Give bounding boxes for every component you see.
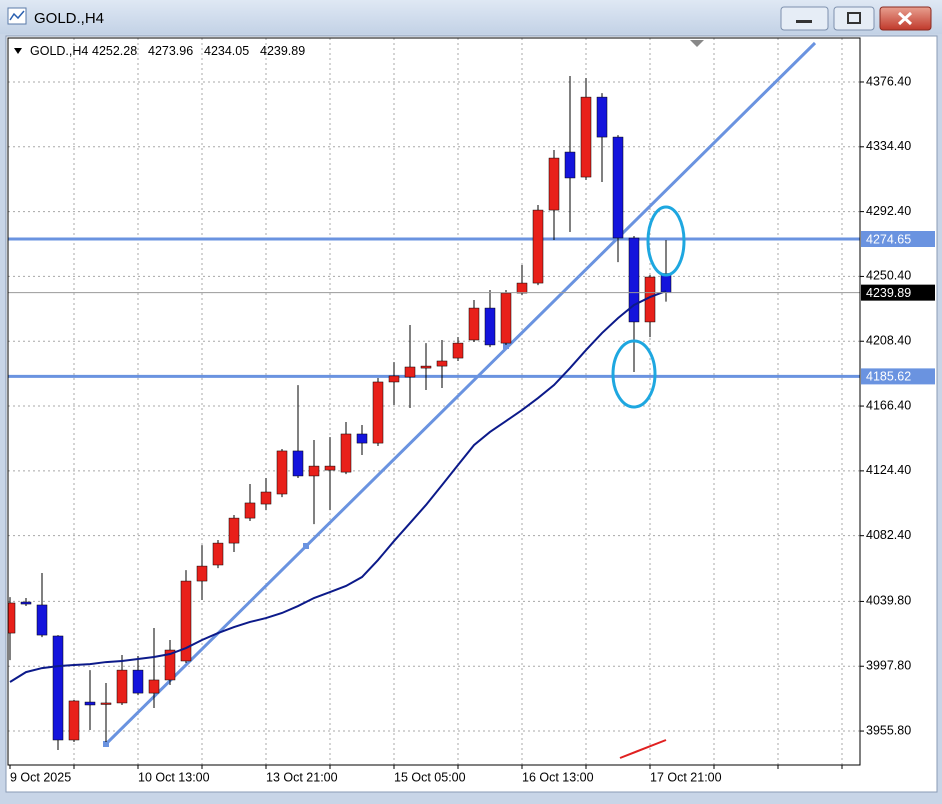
candle-body: [500, 292, 512, 344]
candle-body: [404, 366, 416, 378]
candle-body: [516, 282, 528, 294]
candle-body: [100, 702, 112, 705]
high-value: 4273.96: [148, 44, 193, 58]
candle-body: [212, 542, 224, 566]
candle-body: [420, 365, 432, 369]
symbol-menu-arrow: [14, 48, 22, 54]
candle-body: [84, 701, 96, 706]
candle-body: [228, 517, 240, 544]
candle-body: [468, 307, 480, 341]
candle-body: [436, 360, 448, 367]
plot-border: [7, 37, 861, 766]
y-tick-label: 4166.40: [866, 398, 911, 412]
x-tick-label: 9 Oct 2025: [10, 770, 71, 784]
candle-body: [260, 491, 272, 505]
restore-button[interactable]: [833, 6, 875, 31]
trend-line: [104, 41, 817, 746]
candle-body: [292, 450, 304, 477]
candle-body: [452, 342, 464, 359]
x-tick-label: 13 Oct 21:00: [266, 770, 338, 784]
red-trend-line: [619, 739, 667, 759]
candle-body: [52, 635, 64, 741]
chart-area: [5, 35, 938, 793]
y-tick-label: 4208.40: [866, 334, 911, 348]
candle-body: [388, 375, 400, 383]
moving-average: [9, 290, 667, 683]
restore-icon: [847, 12, 861, 24]
candle-body: [564, 151, 576, 179]
trend-anchor: [103, 741, 109, 747]
candle-body: [116, 669, 128, 704]
y-tick-label: 4039.80: [866, 594, 911, 608]
highlight-ellipse: [611, 339, 657, 409]
candle-body: [276, 450, 288, 495]
x-tick-label: 15 Oct 05:00: [394, 770, 466, 784]
level-label: 4274.65: [866, 232, 911, 246]
candle-body: [372, 381, 384, 444]
candle-body: [36, 604, 48, 636]
level-label-box: [861, 368, 935, 385]
y-tick-label: 4292.40: [866, 204, 911, 218]
x-tick-label: 10 Oct 13:00: [138, 770, 210, 784]
candle-body: [580, 96, 592, 178]
y-tick-label: 4250.40: [866, 269, 911, 283]
candle-body: [612, 136, 624, 239]
candle-body: [532, 209, 544, 284]
candle-body: [340, 433, 352, 473]
candle-body: [196, 565, 208, 582]
highlight-ellipse: [646, 205, 686, 277]
x-tick-label: 17 Oct 21:00: [650, 770, 722, 784]
candle-body: [132, 669, 144, 694]
minimize-icon: [796, 20, 812, 23]
window-icon-graph: [9, 10, 25, 21]
minimize-button[interactable]: [780, 6, 829, 31]
x-tick-label: 16 Oct 13:00: [522, 770, 594, 784]
candle-body: [244, 502, 256, 519]
candle-body: [548, 157, 560, 211]
chart-header: GOLD.,H4 4252.28 4273.96 4234.05 4239.89: [30, 44, 305, 58]
current-price-box: [861, 284, 935, 301]
close-icon: [897, 11, 913, 26]
level-label: 4185.62: [866, 370, 911, 384]
close-value: 4239.89: [260, 44, 305, 58]
candle-body: [68, 700, 80, 741]
y-tick-label: 4376.40: [866, 74, 911, 88]
candle-body: [628, 237, 640, 323]
current-price-label: 4239.89: [866, 286, 911, 300]
shift-marker: [690, 40, 704, 47]
candle-body: [308, 465, 320, 477]
candle-body: [484, 307, 496, 346]
y-tick-label: 3955.80: [866, 723, 911, 737]
candle-body: [356, 433, 368, 444]
low-value: 4234.05: [204, 44, 249, 58]
candle-body: [596, 96, 608, 138]
window-title: GOLD.,H4: [34, 10, 104, 27]
y-tick-label: 4082.40: [866, 528, 911, 542]
y-tick-label: 4124.40: [866, 463, 911, 477]
candle-body: [180, 580, 192, 662]
symbol: GOLD.,H4: [30, 44, 88, 58]
candle-body: [148, 679, 160, 694]
candle-body: [324, 465, 336, 471]
open-value: 4252.28: [92, 44, 137, 58]
trend-anchor: [503, 343, 509, 349]
candle-body: [20, 601, 32, 605]
candle-body: [164, 649, 176, 681]
candle-body: [8, 602, 16, 634]
y-tick-label: 3997.80: [866, 659, 911, 673]
trend-anchor: [303, 543, 309, 549]
level-label-box: [861, 231, 935, 248]
y-tick-label: 4334.40: [866, 139, 911, 153]
